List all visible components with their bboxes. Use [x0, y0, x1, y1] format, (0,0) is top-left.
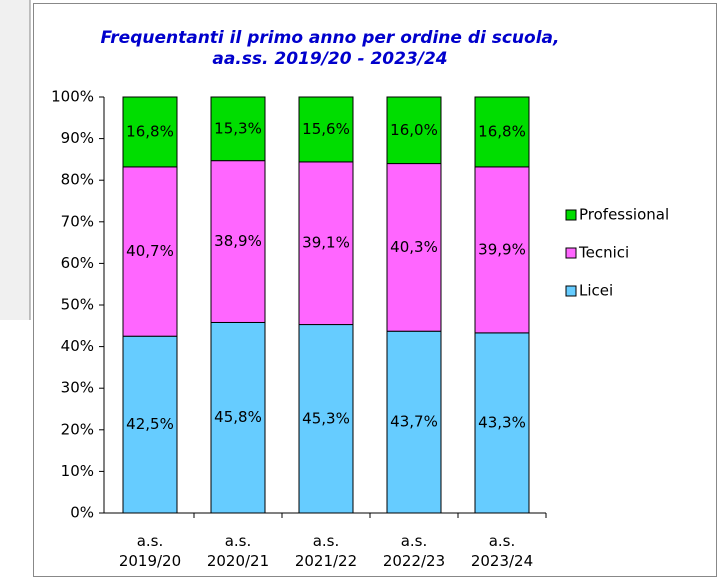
y-tick-label: 10%: [61, 462, 94, 480]
value-label: 45,3%: [302, 409, 350, 427]
value-label: 40,3%: [390, 238, 438, 256]
x-tick-label: a.s. 2021/22: [294, 532, 358, 570]
value-label: 16,8%: [126, 122, 174, 140]
bar-segment: [210, 160, 266, 323]
legend-label: Professional: [579, 206, 669, 224]
x-tick-label: a.s. 2020/21: [206, 532, 270, 570]
value-label: 39,1%: [302, 234, 350, 252]
value-label: 38,9%: [214, 232, 262, 250]
y-tick-label: 50%: [61, 296, 94, 314]
bar-segment: [210, 96, 266, 162]
side-panel: [0, 0, 30, 320]
bar-segment: [122, 96, 178, 168]
y-tick-label: 20%: [61, 420, 94, 438]
y-tick-label: 80%: [61, 171, 94, 189]
legend-swatch: [565, 285, 577, 297]
bar-segment: [298, 96, 354, 163]
x-tick-label: a.s. 2019/20: [118, 532, 182, 570]
x-tick-label: a.s. 2023/24: [470, 532, 534, 570]
value-label: 43,3%: [478, 413, 526, 431]
bar-segment: [298, 161, 354, 326]
bar-segment: [210, 321, 266, 514]
y-tick-label: 70%: [61, 212, 94, 230]
legend-swatch: [565, 209, 577, 221]
y-tick-label: 60%: [61, 254, 94, 272]
legend-swatch: [565, 247, 577, 259]
y-tick-label: 100%: [51, 88, 94, 106]
chart-title: Frequentanti il primo anno per ordine di…: [100, 28, 560, 69]
bar-segment: [386, 96, 442, 165]
bar-segment: [474, 96, 530, 168]
value-label: 16,0%: [390, 121, 438, 139]
bar-segment: [298, 324, 354, 514]
bar-segment: [474, 166, 530, 334]
bar-segment: [386, 163, 442, 332]
bar-segment: [122, 166, 178, 337]
y-tick-label: 40%: [61, 337, 94, 355]
value-label: 45,8%: [214, 408, 262, 426]
value-label: 39,9%: [478, 240, 526, 258]
legend-label: Tecnici: [578, 244, 629, 262]
value-label: 40,7%: [126, 242, 174, 260]
value-label: 16,8%: [478, 122, 526, 140]
legend-label: Licei: [579, 282, 613, 300]
value-label: 15,3%: [214, 119, 262, 137]
y-tick-label: 90%: [61, 129, 94, 147]
bar-segment: [474, 332, 530, 514]
y-tick-label: 0%: [70, 504, 94, 522]
x-tick-label: a.s. 2022/23: [382, 532, 446, 570]
value-label: 42,5%: [126, 415, 174, 433]
bar-segment: [122, 335, 178, 514]
value-label: 15,6%: [302, 120, 350, 138]
y-tick-label: 30%: [61, 379, 94, 397]
value-label: 43,7%: [390, 413, 438, 431]
